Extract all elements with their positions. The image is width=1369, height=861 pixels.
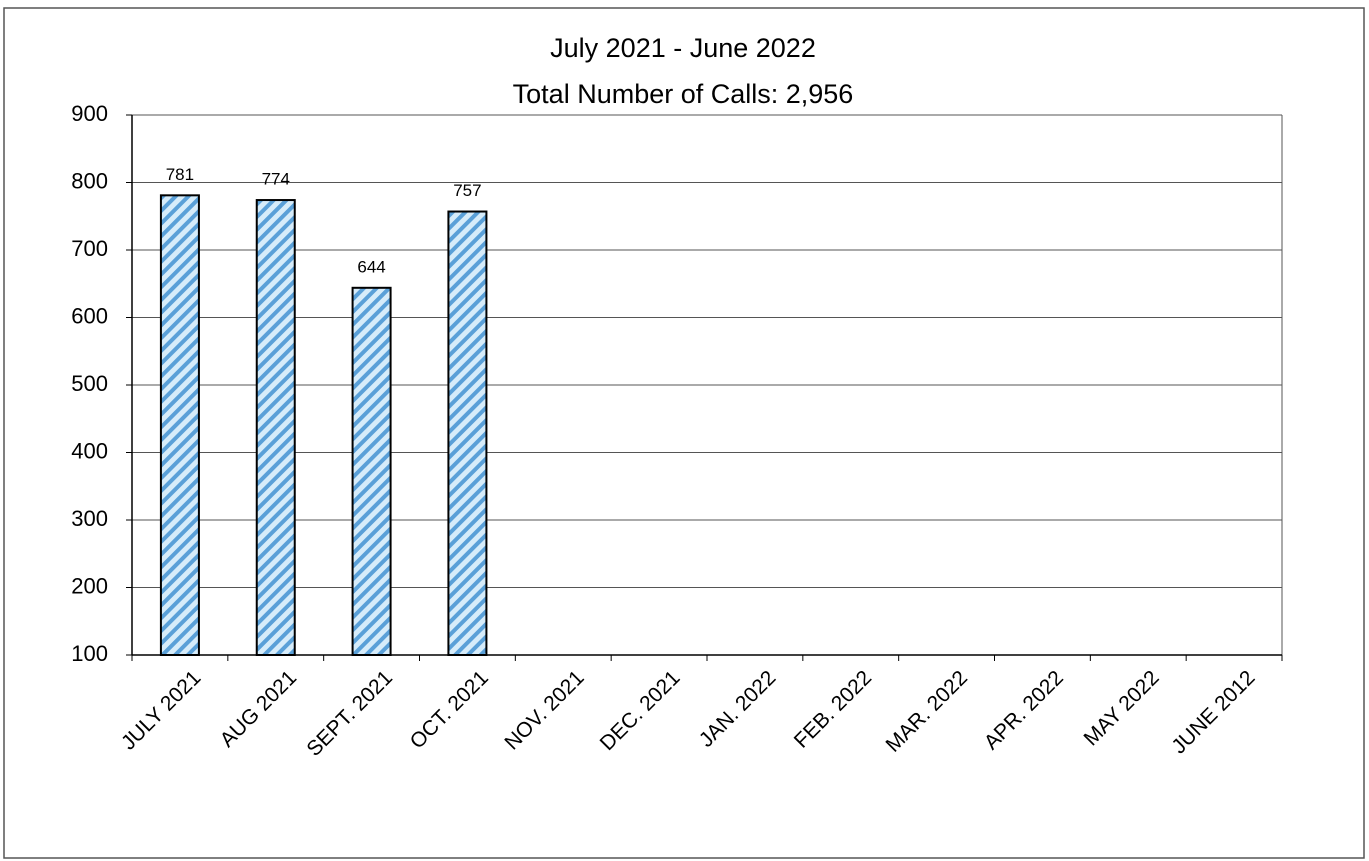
chart-border	[3, 7, 1365, 859]
data-label: 781	[166, 165, 194, 184]
x-tick-label: JUNE 2012	[1167, 666, 1259, 758]
y-tick-label: 400	[71, 438, 108, 463]
y-tick-label: 500	[71, 371, 108, 396]
x-tick-label: MAY 2022	[1079, 666, 1163, 750]
y-tick-label: 300	[71, 506, 108, 531]
bar	[447, 210, 488, 656]
y-tick-label: 200	[71, 573, 108, 598]
x-tick-label: AUG 2021	[216, 666, 302, 752]
x-tick-label: SEPT. 2021	[302, 666, 397, 761]
y-tick-label: 900	[71, 101, 108, 126]
bar	[255, 199, 296, 657]
y-tick-label: 700	[71, 236, 108, 261]
y-tick-label: 600	[71, 303, 108, 328]
chart-subtitle: Total Number of Calls: 2,956	[513, 79, 854, 109]
x-tick-label: APR. 2022	[980, 666, 1068, 754]
x-tick-label: OCT. 2021	[406, 666, 493, 753]
chart-title: July 2021 - June 2022	[550, 33, 816, 63]
x-tick-label: DEC. 2021	[596, 666, 685, 755]
y-tick-label: 800	[71, 168, 108, 193]
data-label: 774	[262, 170, 290, 189]
x-tick-label: MAR. 2022	[881, 666, 972, 757]
x-tick-label: FEB. 2022	[790, 666, 876, 752]
bar	[351, 286, 392, 656]
bar	[159, 194, 200, 656]
x-tick-label: NOV. 2021	[500, 666, 588, 754]
y-tick-label: 100	[71, 641, 108, 666]
data-label: 644	[357, 257, 385, 276]
x-tick-label: JAN. 2022	[695, 666, 781, 752]
data-label: 757	[453, 181, 481, 200]
x-tick-label: JULY 2021	[117, 666, 205, 754]
